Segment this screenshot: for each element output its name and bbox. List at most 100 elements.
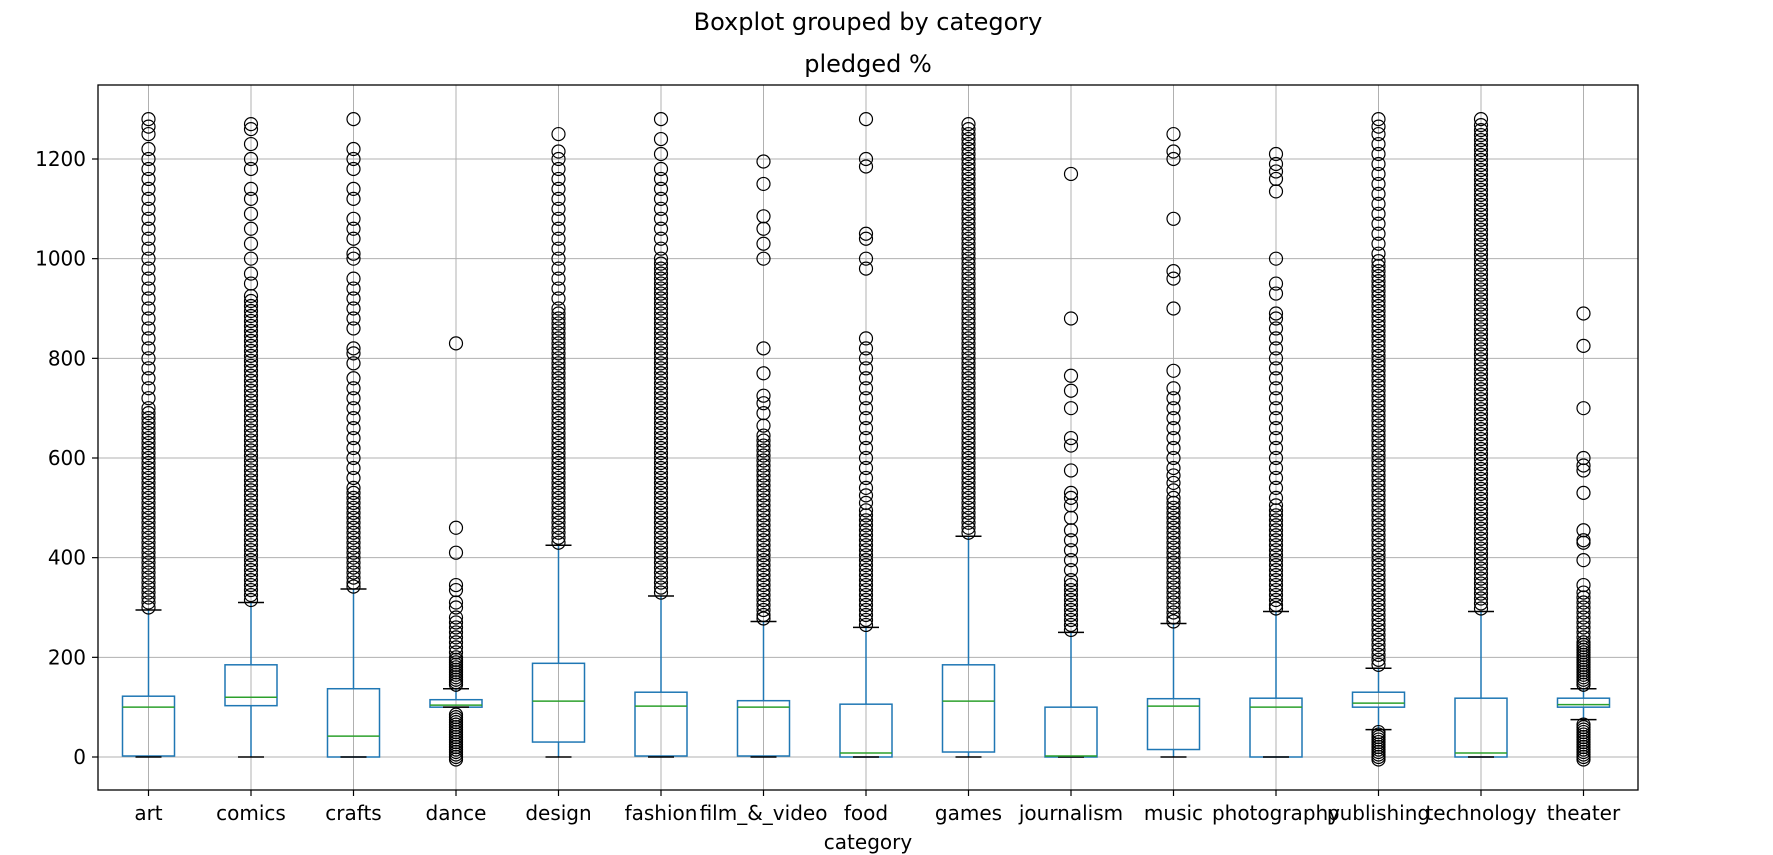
flier-point	[961, 181, 976, 196]
flier-point	[653, 435, 669, 451]
flier-point	[653, 470, 669, 486]
flier-point	[858, 523, 874, 538]
flier-point	[1268, 523, 1284, 538]
y-tick-label: 600	[48, 446, 86, 470]
flier-point	[1166, 530, 1181, 545]
flier-point	[551, 515, 566, 530]
flier-point	[961, 460, 976, 476]
flier-point	[858, 381, 874, 396]
flier-point	[346, 510, 361, 525]
flier-point	[961, 241, 976, 256]
flier-point	[858, 495, 874, 510]
flier-point	[141, 361, 156, 376]
flier-point	[756, 433, 771, 448]
flier-point	[961, 495, 976, 510]
flier-point	[1371, 607, 1386, 623]
flier-point	[858, 151, 874, 167]
flier-point	[448, 630, 464, 645]
flier-point	[243, 592, 259, 608]
flier-point	[346, 211, 361, 226]
flier-point	[653, 211, 669, 226]
flier-point	[961, 261, 976, 276]
fliers-fashion	[653, 112, 669, 600]
flier-point	[961, 122, 976, 137]
flier-point	[653, 341, 669, 356]
flier-point	[1473, 118, 1489, 133]
flier-point	[1371, 283, 1386, 299]
flier-point	[653, 231, 669, 246]
flier-point	[141, 351, 156, 366]
flier-point	[858, 572, 874, 588]
flier-point	[243, 513, 259, 528]
flier-point	[653, 201, 669, 216]
flier-point	[1371, 483, 1386, 498]
flier-point	[756, 607, 771, 623]
flier-point	[551, 151, 566, 167]
flier-point	[961, 256, 976, 271]
flier-point	[1473, 506, 1489, 521]
flier-point	[1268, 558, 1284, 573]
flier-point	[1371, 617, 1386, 633]
flier-point	[141, 490, 156, 505]
flier-point	[961, 291, 976, 306]
flier-point	[1371, 597, 1386, 613]
flier-point	[243, 463, 259, 478]
flier-point	[1473, 227, 1489, 242]
flier-point	[1576, 553, 1591, 568]
fliers-games	[961, 117, 976, 540]
flier-point	[1268, 538, 1284, 553]
flier-point	[653, 171, 669, 187]
flier-point	[1473, 456, 1489, 472]
flier-point	[346, 480, 361, 495]
flier-point	[653, 251, 669, 266]
flier-point	[858, 159, 874, 174]
flier-point	[653, 580, 669, 595]
flier-point	[653, 411, 669, 426]
flier-point	[961, 171, 976, 187]
flier-point	[1063, 607, 1079, 623]
flier-point	[1268, 533, 1284, 548]
flier-point	[961, 430, 976, 446]
flier-point	[1268, 568, 1284, 583]
flier-point	[961, 450, 976, 466]
flier-point	[141, 301, 156, 316]
flier-point	[551, 356, 566, 371]
x-tick-label: photography	[1212, 801, 1340, 825]
flier-point	[961, 251, 976, 266]
flier-point	[1268, 164, 1284, 179]
flier-point	[858, 558, 874, 573]
flier-point	[858, 331, 874, 346]
flier-point	[1166, 126, 1181, 142]
flier-point	[1268, 381, 1284, 396]
flier-point	[243, 363, 259, 378]
flier-point	[1268, 371, 1284, 386]
box-music	[1146, 622, 1201, 758]
flier-point	[141, 211, 156, 226]
flier-point	[653, 321, 669, 336]
flier-point	[1473, 481, 1489, 496]
flier-point	[141, 575, 156, 590]
flier-point	[243, 151, 259, 167]
flier-point	[1371, 538, 1386, 553]
flier-point	[858, 577, 874, 593]
flier-point	[1063, 602, 1079, 618]
flier-point	[1063, 587, 1079, 603]
box-journalism	[1044, 631, 1098, 758]
flier-point	[1473, 407, 1489, 422]
fliers-art	[141, 112, 156, 615]
flier-point	[1473, 112, 1489, 127]
flier-point	[961, 161, 976, 177]
flier-point	[1473, 466, 1489, 482]
flier-point	[858, 261, 874, 276]
flier-point	[1576, 577, 1591, 593]
flier-point	[141, 560, 156, 575]
flier-point	[961, 510, 976, 525]
flier-point	[1371, 443, 1386, 458]
flier-point	[858, 533, 874, 548]
flier-point	[961, 326, 976, 341]
flier-point	[653, 356, 669, 371]
flier-point	[858, 612, 874, 628]
flier-point	[961, 331, 976, 346]
flier-point	[1371, 323, 1386, 339]
flier-point	[1063, 533, 1079, 548]
